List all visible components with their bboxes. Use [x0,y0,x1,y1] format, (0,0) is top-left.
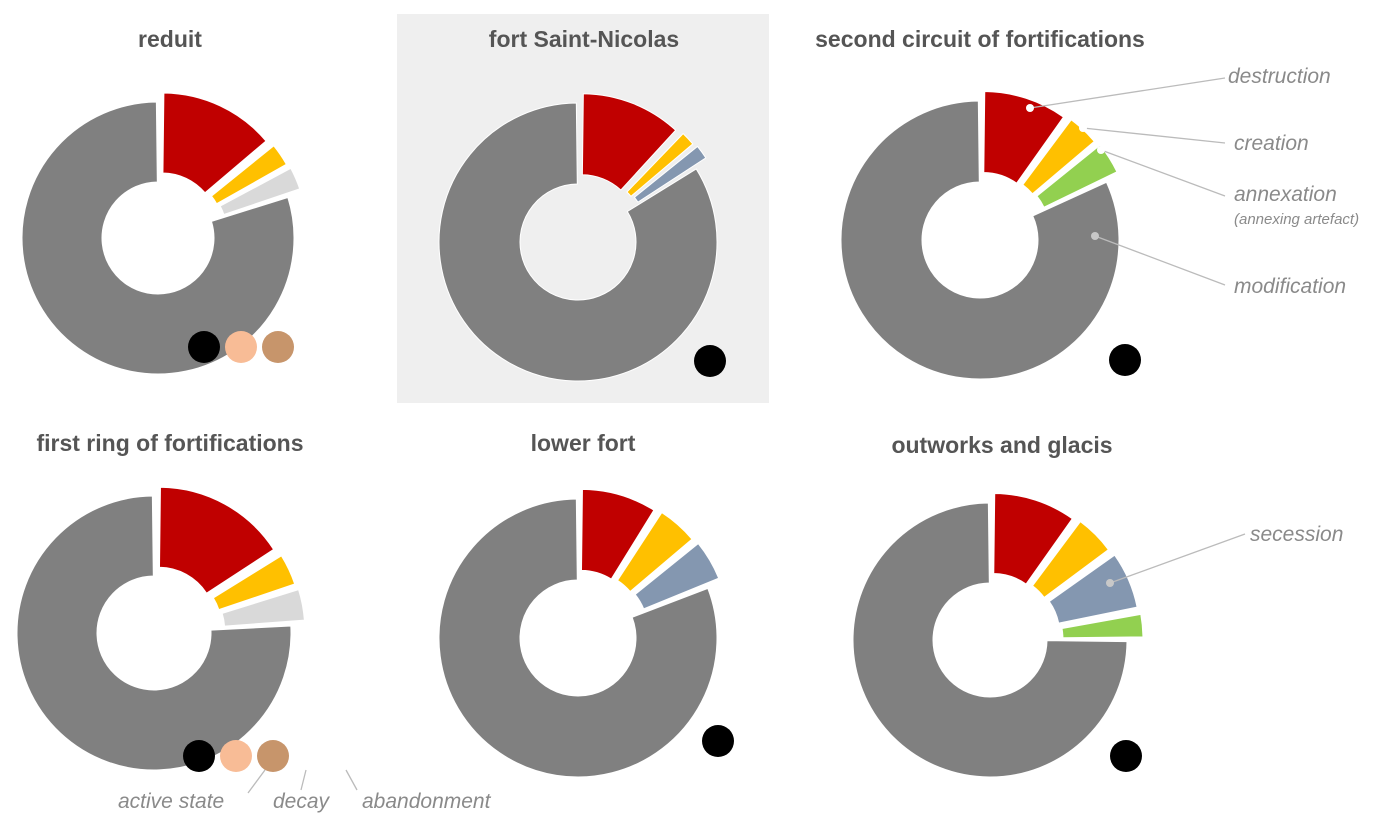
panel-fort-saint-nicolas: fort Saint-Nicolas [438,26,726,382]
leader-line-creation [1082,127,1226,144]
panel-title: reduit [138,26,202,52]
state-marker-active-state [694,345,726,377]
donut-segment-destruction [158,486,275,594]
donut-segment-destruction [581,93,677,191]
panel-title: fort Saint-Nicolas [489,26,679,52]
donut-segment-modification [852,502,1128,778]
donut-segment-annexation [1036,144,1118,208]
state-marker-active-state [702,725,734,757]
donut-segment-secession [634,542,720,610]
legend-label-destruction: destruction [1228,65,1331,88]
legend: destruction creation annexation (annexin… [118,65,1359,813]
state-marker-active-state [188,331,220,363]
leader-line-destruction [1029,77,1226,109]
legend-label-active-state: active state [118,790,224,813]
legend-label-creation: creation [1234,132,1309,155]
donut-segment-modification [438,102,718,382]
donut-segment-creation [626,132,694,197]
donut-segment-destruction [983,90,1065,184]
panel-outworks-glacis: outworks and glacis [852,432,1144,778]
legend-label-decay: decay [273,790,331,813]
donut-segment-annexation [1061,613,1144,639]
leader-line-decay [300,769,307,791]
state-marker-decay [225,331,257,363]
legend-dot [1026,104,1034,112]
donut-segment-destruction [162,92,267,194]
donut-segment-secession [633,145,707,203]
leader-line-secession [1109,533,1246,584]
donut-segment-secession [1048,554,1138,624]
legend-label-secession: secession [1250,523,1343,546]
leader-line-active-state [247,769,266,794]
legend-label-modification: modification [1234,275,1346,298]
donut-segment-modification [21,101,295,375]
legend-note-annexation: (annexing artefact) [1234,211,1359,228]
legend-dot [1091,232,1099,240]
panel-lower-fort: lower fort [438,430,734,778]
panel-title: first ring of fortifications [36,430,303,456]
donut-segment-light-gray [221,588,305,627]
panel-second-circuit: second circuit of fortifications [815,26,1145,380]
donut-segment-creation [616,511,693,593]
state-marker-active-state [1109,344,1141,376]
donut-segment-destruction [993,492,1073,585]
legend-dot [1106,579,1114,587]
donut-segment-destruction [580,488,655,580]
state-marker-active-state [183,740,215,772]
donut-segment-creation [212,555,296,611]
donut-segment-modification [840,100,1120,380]
legend-dot [1079,124,1087,132]
panel-title: outworks and glacis [891,432,1112,458]
state-marker-abandonment [257,740,289,772]
panel-title: second circuit of fortifications [815,26,1145,52]
leader-line-abandonment [345,769,358,791]
legend-label-abandonment: abandonment [362,790,492,813]
donut-segment-light-gray [219,167,301,216]
donut-segment-modification [438,498,718,778]
state-marker-abandonment [262,331,294,363]
panel-reduit: reduit [21,26,301,375]
state-marker-decay [220,740,252,772]
donut-segment-creation [1031,520,1110,599]
legend-dot [1097,146,1105,154]
state-marker-active-state [1110,740,1142,772]
panel-title: lower fort [531,430,636,456]
leader-line-annexation [1100,149,1226,197]
legend-label-annexation: annexation [1234,183,1337,206]
leader-line-modification [1094,235,1226,286]
panel-first-ring: first ring of fortifications [16,430,305,772]
donut-segment-creation [210,145,287,205]
